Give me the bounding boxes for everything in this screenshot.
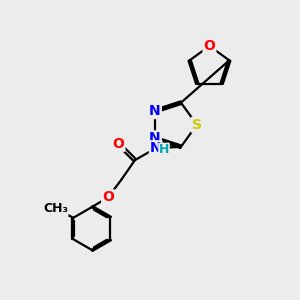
Text: O: O (102, 190, 114, 204)
Text: N: N (149, 104, 161, 118)
Text: S: S (192, 118, 202, 132)
Text: O: O (112, 137, 124, 151)
Text: CH₃: CH₃ (43, 202, 68, 215)
Text: H: H (159, 143, 169, 156)
Text: O: O (203, 39, 215, 53)
Text: N: N (150, 141, 161, 155)
Text: N: N (149, 131, 161, 146)
